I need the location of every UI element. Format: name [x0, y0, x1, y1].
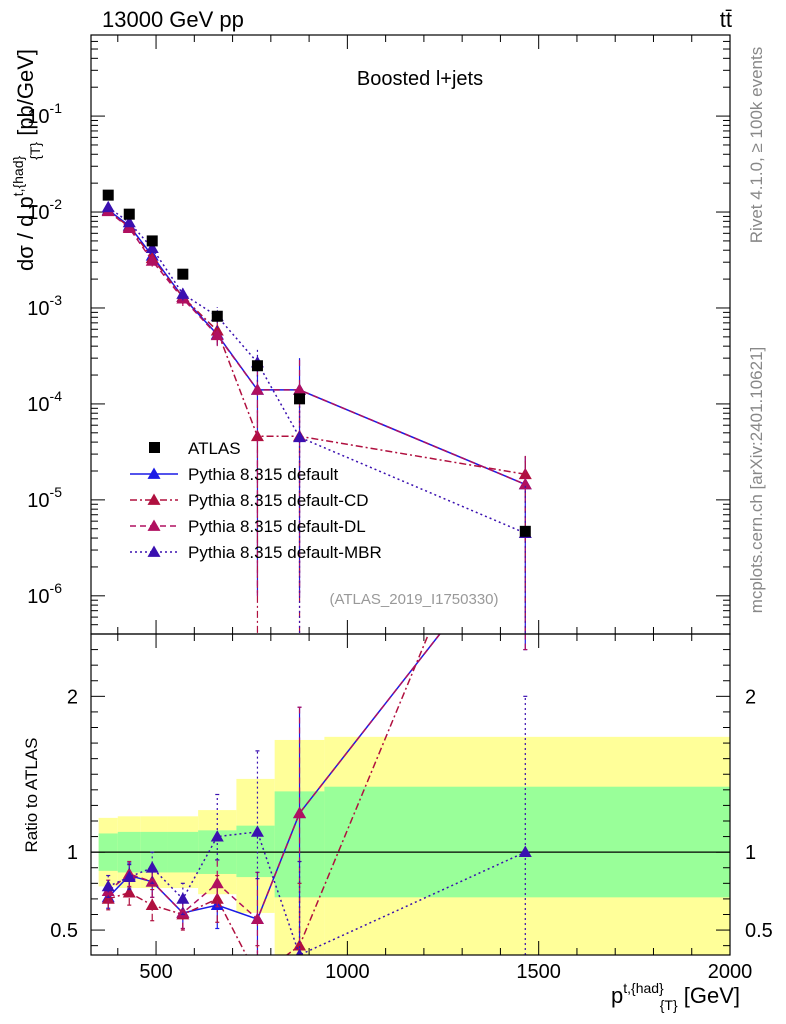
rivet-label: Rivet 4.1.0, ≥ 100k events — [747, 47, 766, 243]
ratio-y-tick-label: 2 — [67, 686, 78, 708]
ratio-series-point — [145, 875, 159, 887]
main-series-line — [107, 206, 526, 534]
analysis-label: (ATLAS_2019_I1750330) — [329, 591, 498, 608]
x-tick-label: 500 — [139, 961, 172, 983]
x-axis-label: pt,{had} {T} [GeV] — [611, 980, 740, 1013]
legend-atlas-label: ATLAS — [188, 439, 241, 458]
mcplots-label: mcplots.cern.ch [arXiv:2401.10621] — [747, 347, 766, 613]
ratio-series-point — [250, 912, 264, 925]
main-series-point — [101, 200, 115, 213]
ratio-series-point — [210, 892, 224, 904]
legend-label: Pythia 8.315 default — [188, 465, 339, 484]
x-tick-label: 2000 — [708, 961, 753, 983]
main-series-point — [122, 221, 136, 233]
atlas-data-point — [102, 189, 114, 201]
ratio-series-point — [101, 879, 115, 892]
main-marks — [101, 189, 532, 634]
ratio-series-point — [295, 948, 304, 955]
x-tick-label: 1000 — [325, 961, 370, 983]
main-series-line — [107, 209, 526, 486]
ratio-y-tick-label: 1 — [67, 842, 78, 864]
ratio-y-tick-label-right: 0.5 — [745, 920, 773, 942]
legend-marker — [147, 545, 161, 557]
ratio-y-tick-label: 0.5 — [50, 920, 78, 942]
main-title: Boosted l+jets — [357, 68, 483, 90]
main-series-point — [145, 241, 159, 254]
x-tick-label: 1500 — [516, 961, 561, 983]
ratio-series-point — [145, 898, 159, 911]
legend-label: Pythia 8.315 default-DL — [188, 517, 366, 536]
main-series-point — [210, 328, 224, 341]
ratio-series-point — [251, 970, 264, 981]
ratio-y-tick-label-right: 1 — [745, 842, 756, 864]
ratio-y-tick-label-right: 2 — [745, 686, 756, 708]
main-y-tick-label: 10-3 — [27, 292, 62, 320]
main-y-tick-label: 10-4 — [27, 388, 62, 416]
ratio-marks — [101, 394, 532, 981]
ratio-series-point — [210, 830, 224, 842]
main-y-tick-label: 10-6 — [27, 580, 62, 608]
ratio-y-axis-label: Ratio to ATLAS — [22, 738, 41, 853]
atlas-data-point — [294, 393, 306, 405]
atlas-data-point — [519, 525, 531, 537]
atlas-data-point — [177, 268, 189, 280]
ratio-series-point — [519, 394, 532, 405]
main-y-tick-label: 10-5 — [27, 484, 62, 512]
main-series-point — [518, 467, 532, 480]
ratio-series-point — [176, 892, 190, 904]
energy-label: 13000 GeV pp — [102, 7, 244, 32]
ratio-series-point — [210, 876, 224, 889]
atlas-data-point — [251, 360, 263, 372]
main-series-point — [250, 383, 264, 395]
ratio-series-point — [293, 806, 307, 819]
legend-atlas-marker — [149, 442, 160, 453]
ratio-series-point — [518, 845, 532, 858]
main-series-point — [145, 254, 159, 266]
main-series-point — [176, 287, 190, 299]
main-series-point — [518, 477, 532, 490]
ratio-series-line — [107, 831, 526, 955]
main-y-axis-label: dσ / d pt,{had}{T} [pb/GeV] — [10, 49, 43, 271]
ratio-series-point — [176, 906, 190, 918]
legend-marker — [147, 493, 161, 505]
ratio-panel: 0.5 0.5 1 1 2 2 500 1000 1500 2000 Ratio to ATLAS… — [22, 394, 773, 1013]
ratio-series-point — [122, 886, 136, 898]
main-frame — [90, 34, 731, 635]
atlas-data-point — [123, 208, 135, 220]
atlas-data-point — [146, 235, 158, 247]
ratio-series-point — [145, 861, 159, 873]
process-label: tt̄ — [720, 7, 732, 32]
main-series-line — [107, 210, 526, 486]
ratio-series-point — [250, 825, 264, 837]
main-series-point — [293, 430, 307, 443]
ratio-ticks: 0.5 0.5 1 1 2 2 500 1000 1500 2000 — [50, 633, 773, 983]
ratio-series-point — [122, 870, 136, 882]
main-panel: Boosted l+jets (ATLAS_2019_I1750330) dσ … — [10, 34, 731, 635]
legend-marker — [147, 467, 161, 479]
legend-label: Pythia 8.315 default-CD — [188, 491, 369, 510]
ratio-band-inner — [324, 786, 730, 898]
main-series-point — [122, 215, 136, 228]
ratio-bands — [91, 736, 730, 955]
ratio-frame — [90, 633, 731, 956]
legend-marker — [147, 519, 161, 531]
atlas-data-point — [211, 310, 223, 322]
legend-label: Pythia 8.315 default-MBR — [188, 543, 382, 562]
legend: ATLAS Pythia 8.315 default Pythia 8.315 de… — [130, 439, 382, 562]
main-series-point — [293, 383, 307, 395]
main-series-line — [107, 210, 526, 475]
